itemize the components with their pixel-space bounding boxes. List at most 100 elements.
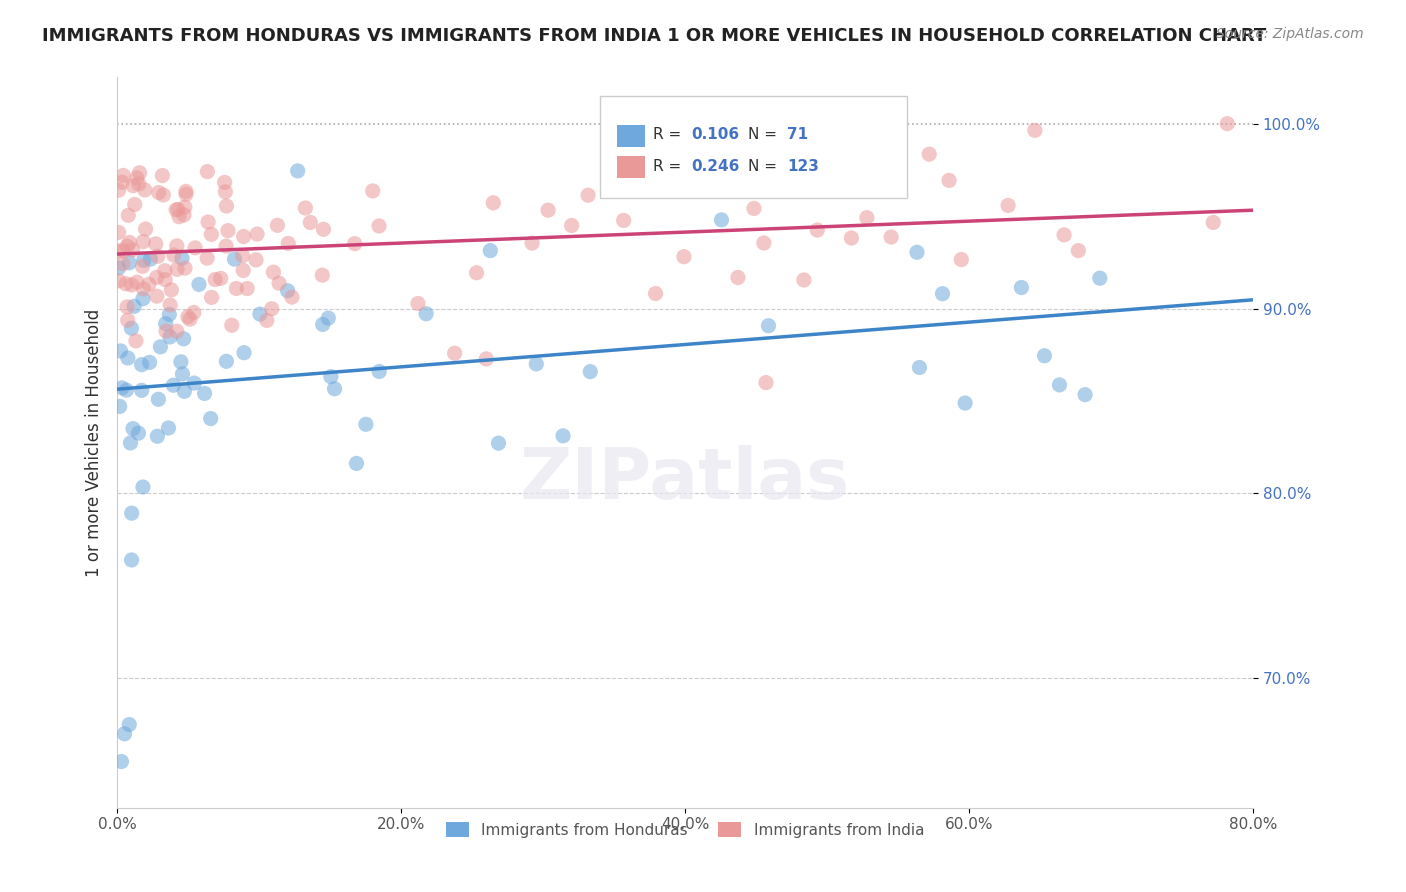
- India: [1202, 215, 1225, 229]
- India: [217, 224, 239, 238]
- Honduras: [122, 299, 145, 313]
- Honduras: [194, 386, 217, 401]
- Honduras: [121, 553, 143, 567]
- India: [111, 244, 134, 258]
- Honduras: [905, 245, 928, 260]
- Honduras: [110, 755, 132, 769]
- Text: 123: 123: [787, 159, 820, 174]
- Bar: [617, 125, 645, 147]
- India: [1067, 244, 1090, 258]
- India: [997, 198, 1019, 212]
- Honduras: [138, 355, 160, 369]
- Honduras: [162, 378, 184, 392]
- Honduras: [1033, 349, 1056, 363]
- India: [204, 272, 226, 286]
- India: [561, 219, 583, 233]
- Honduras: [170, 252, 193, 266]
- India: [150, 169, 173, 183]
- Honduras: [114, 727, 136, 741]
- India: [214, 185, 236, 199]
- India: [793, 273, 815, 287]
- India: [727, 270, 749, 285]
- India: [1216, 117, 1239, 131]
- Honduras: [758, 318, 780, 333]
- Honduras: [1088, 271, 1111, 285]
- India: [165, 202, 187, 217]
- India: [209, 271, 232, 285]
- Text: IMMIGRANTS FROM HONDURAS VS IMMIGRANTS FROM INDIA 1 OR MORE VEHICLES IN HOUSEHOL: IMMIGRANTS FROM HONDURAS VS IMMIGRANTS F…: [42, 27, 1267, 45]
- India: [152, 188, 174, 202]
- Honduras: [131, 384, 153, 398]
- India: [256, 313, 278, 327]
- Honduras: [488, 436, 510, 450]
- Honduras: [1010, 280, 1032, 294]
- India: [107, 244, 129, 258]
- Honduras: [1049, 377, 1071, 392]
- Honduras: [200, 411, 222, 425]
- India: [125, 334, 148, 348]
- India: [138, 277, 160, 292]
- Text: 0.106: 0.106: [690, 127, 740, 142]
- India: [742, 202, 765, 216]
- Honduras: [188, 277, 211, 292]
- India: [121, 243, 143, 257]
- Honduras: [132, 253, 155, 268]
- India: [174, 261, 197, 276]
- Text: ZIPatlas: ZIPatlas: [520, 444, 851, 514]
- India: [343, 236, 366, 251]
- India: [163, 248, 186, 262]
- India: [166, 262, 188, 277]
- India: [153, 272, 176, 286]
- Text: 71: 71: [787, 127, 808, 142]
- Honduras: [415, 307, 437, 321]
- India: [160, 283, 183, 297]
- India: [115, 300, 138, 314]
- Honduras: [479, 244, 502, 258]
- Text: N =: N =: [748, 159, 782, 174]
- Legend: Immigrants from Honduras, Immigrants from India: Immigrants from Honduras, Immigrants fro…: [440, 815, 931, 844]
- India: [132, 282, 155, 296]
- Honduras: [111, 381, 134, 395]
- Y-axis label: 1 or more Vehicles in Household: 1 or more Vehicles in Household: [86, 309, 103, 577]
- India: [267, 276, 290, 290]
- India: [277, 236, 299, 251]
- India: [153, 263, 176, 277]
- India: [236, 281, 259, 295]
- Honduras: [311, 318, 333, 332]
- India: [200, 290, 222, 304]
- India: [232, 249, 254, 263]
- Honduras: [710, 213, 733, 227]
- Honduras: [117, 351, 139, 365]
- Honduras: [127, 426, 149, 441]
- India: [200, 227, 222, 242]
- Honduras: [121, 506, 143, 520]
- Honduras: [173, 332, 195, 346]
- India: [107, 183, 129, 197]
- India: [613, 213, 636, 227]
- Honduras: [551, 429, 574, 443]
- Honduras: [172, 367, 194, 381]
- Honduras: [157, 308, 180, 322]
- Honduras: [287, 164, 309, 178]
- FancyBboxPatch shape: [600, 95, 907, 198]
- India: [197, 215, 219, 229]
- India: [225, 281, 247, 295]
- India: [918, 147, 941, 161]
- India: [482, 195, 505, 210]
- India: [938, 173, 960, 187]
- Honduras: [908, 360, 931, 375]
- Honduras: [155, 317, 177, 331]
- India: [215, 239, 238, 253]
- India: [406, 296, 429, 310]
- Bar: [617, 156, 645, 178]
- Honduras: [122, 422, 145, 436]
- Honduras: [120, 436, 142, 450]
- India: [576, 188, 599, 202]
- India: [167, 210, 190, 224]
- Honduras: [132, 292, 155, 306]
- India: [114, 277, 136, 291]
- India: [117, 313, 139, 327]
- India: [841, 231, 863, 245]
- Honduras: [249, 307, 271, 321]
- India: [166, 324, 188, 338]
